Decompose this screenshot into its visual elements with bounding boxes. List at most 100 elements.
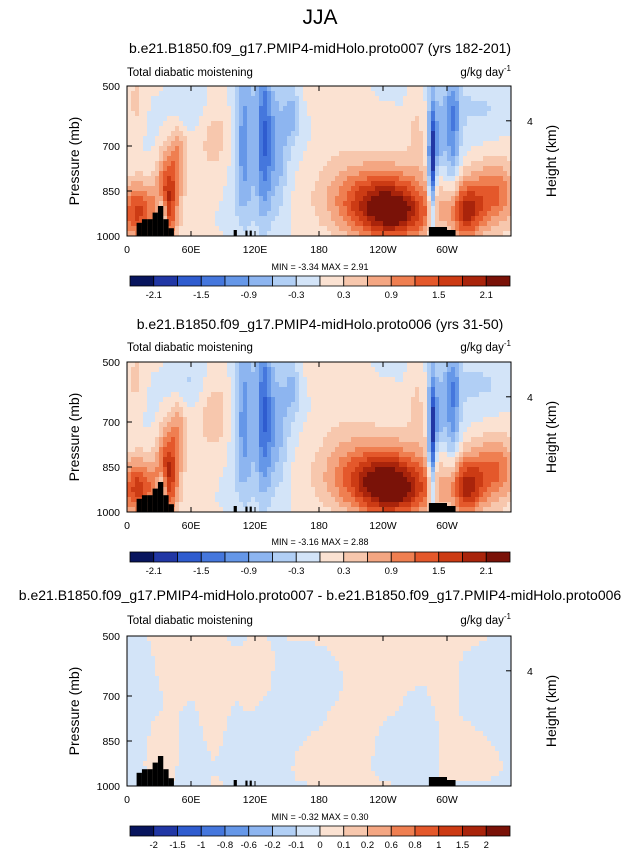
heatmap-cell <box>235 372 240 378</box>
heatmap-cell <box>383 392 388 398</box>
heatmap-cell <box>375 422 380 428</box>
heatmap-cell <box>439 186 444 192</box>
heatmap-cell <box>175 206 180 212</box>
heatmap-cell <box>231 412 236 418</box>
heatmap-cell <box>415 156 420 162</box>
heatmap-cell <box>279 96 284 102</box>
heatmap-cell <box>431 186 436 192</box>
heatmap-cell <box>127 497 132 503</box>
heatmap-cell <box>347 442 352 448</box>
heatmap-cell <box>359 442 364 448</box>
heatmap-cell <box>227 91 232 97</box>
heatmap-cell <box>283 106 288 112</box>
heatmap-cell <box>379 382 384 388</box>
heatmap-cell <box>231 437 236 443</box>
heatmap-cell <box>439 86 444 92</box>
heatmap-cell <box>343 206 348 212</box>
heatmap-cell <box>375 161 380 167</box>
heatmap-cell <box>387 427 392 433</box>
heatmap-cell <box>351 156 356 162</box>
heatmap-cell <box>423 221 428 227</box>
heatmap-cell <box>403 121 408 127</box>
heatmap-cell <box>303 131 308 137</box>
heatmap-cell <box>395 221 400 227</box>
heatmap-cell <box>319 201 324 207</box>
heatmap-cell <box>275 86 280 92</box>
heatmap-cell <box>451 121 456 127</box>
heatmap-cell <box>347 186 352 192</box>
heatmap-cell <box>251 86 256 92</box>
heatmap-cell <box>271 497 276 503</box>
heatmap-cell <box>459 211 464 217</box>
heatmap-cell <box>187 116 192 122</box>
heatmap-cell <box>407 151 412 157</box>
heatmap-cell <box>223 211 228 217</box>
heatmap-cell <box>299 462 304 468</box>
heatmap-cell <box>263 226 268 232</box>
heatmap-cell <box>183 146 188 152</box>
heatmap-cell <box>299 186 304 192</box>
heatmap-cell <box>151 86 156 92</box>
heatmap-cell <box>367 151 372 157</box>
heatmap-cell <box>331 86 336 92</box>
heatmap-cell <box>199 462 204 468</box>
heatmap-cell <box>315 151 320 157</box>
heatmap-cell <box>507 206 512 212</box>
heatmap-cell <box>419 116 424 122</box>
heatmap-cell <box>247 201 252 207</box>
heatmap-cell <box>483 221 488 227</box>
heatmap-cell <box>287 136 292 142</box>
heatmap-cell <box>235 201 240 207</box>
heatmap-cell <box>167 427 172 433</box>
heatmap-cell <box>323 482 328 488</box>
heatmap-cell <box>475 116 480 122</box>
heatmap-cell <box>267 206 272 212</box>
heatmap-cell <box>227 487 232 493</box>
heatmap-cell <box>367 161 372 167</box>
heatmap-cell <box>167 126 172 132</box>
heatmap-cell <box>263 191 268 197</box>
heatmap-cell <box>455 231 460 237</box>
heatmap-cell <box>127 502 132 508</box>
heatmap-cell <box>311 111 316 117</box>
heatmap-cell <box>251 472 256 478</box>
heatmap-cell <box>139 442 144 448</box>
heatmap-cell <box>171 216 176 222</box>
heatmap-cell <box>131 136 136 142</box>
heatmap-cell <box>327 101 332 107</box>
heatmap-cell <box>259 387 264 393</box>
heatmap-cell <box>335 457 340 463</box>
heatmap-cell <box>215 176 220 182</box>
heatmap-cell <box>319 161 324 167</box>
heatmap-cell <box>375 181 380 187</box>
heatmap-cell <box>175 492 180 498</box>
heatmap-cell <box>267 432 272 438</box>
heatmap-cell <box>391 462 396 468</box>
heatmap-cell <box>247 417 252 423</box>
heatmap-cell <box>459 101 464 107</box>
heatmap-cell <box>339 221 344 227</box>
heatmap-cell <box>319 101 324 107</box>
heatmap-cell <box>263 96 268 102</box>
heatmap-cell <box>255 452 260 458</box>
heatmap-cell <box>267 407 272 413</box>
heatmap-cell <box>239 91 244 97</box>
heatmap-cell <box>427 211 432 217</box>
heatmap-cell <box>375 447 380 453</box>
heatmap-cell <box>167 407 172 413</box>
heatmap-cell <box>231 86 236 92</box>
heatmap-cell <box>219 502 224 508</box>
heatmap-cell <box>495 166 500 172</box>
heatmap-cell <box>431 161 436 167</box>
heatmap-cell <box>147 111 152 117</box>
heatmap-cell <box>327 487 332 493</box>
heatmap-cell <box>287 362 292 368</box>
heatmap-cell <box>395 382 400 388</box>
heatmap-cell <box>179 467 184 473</box>
heatmap-cell <box>483 131 488 137</box>
heatmap-cell <box>139 181 144 187</box>
heatmap-cell <box>175 136 180 142</box>
heatmap-cell <box>183 492 188 498</box>
heatmap-cell <box>327 477 332 483</box>
heatmap-cell <box>187 402 192 408</box>
